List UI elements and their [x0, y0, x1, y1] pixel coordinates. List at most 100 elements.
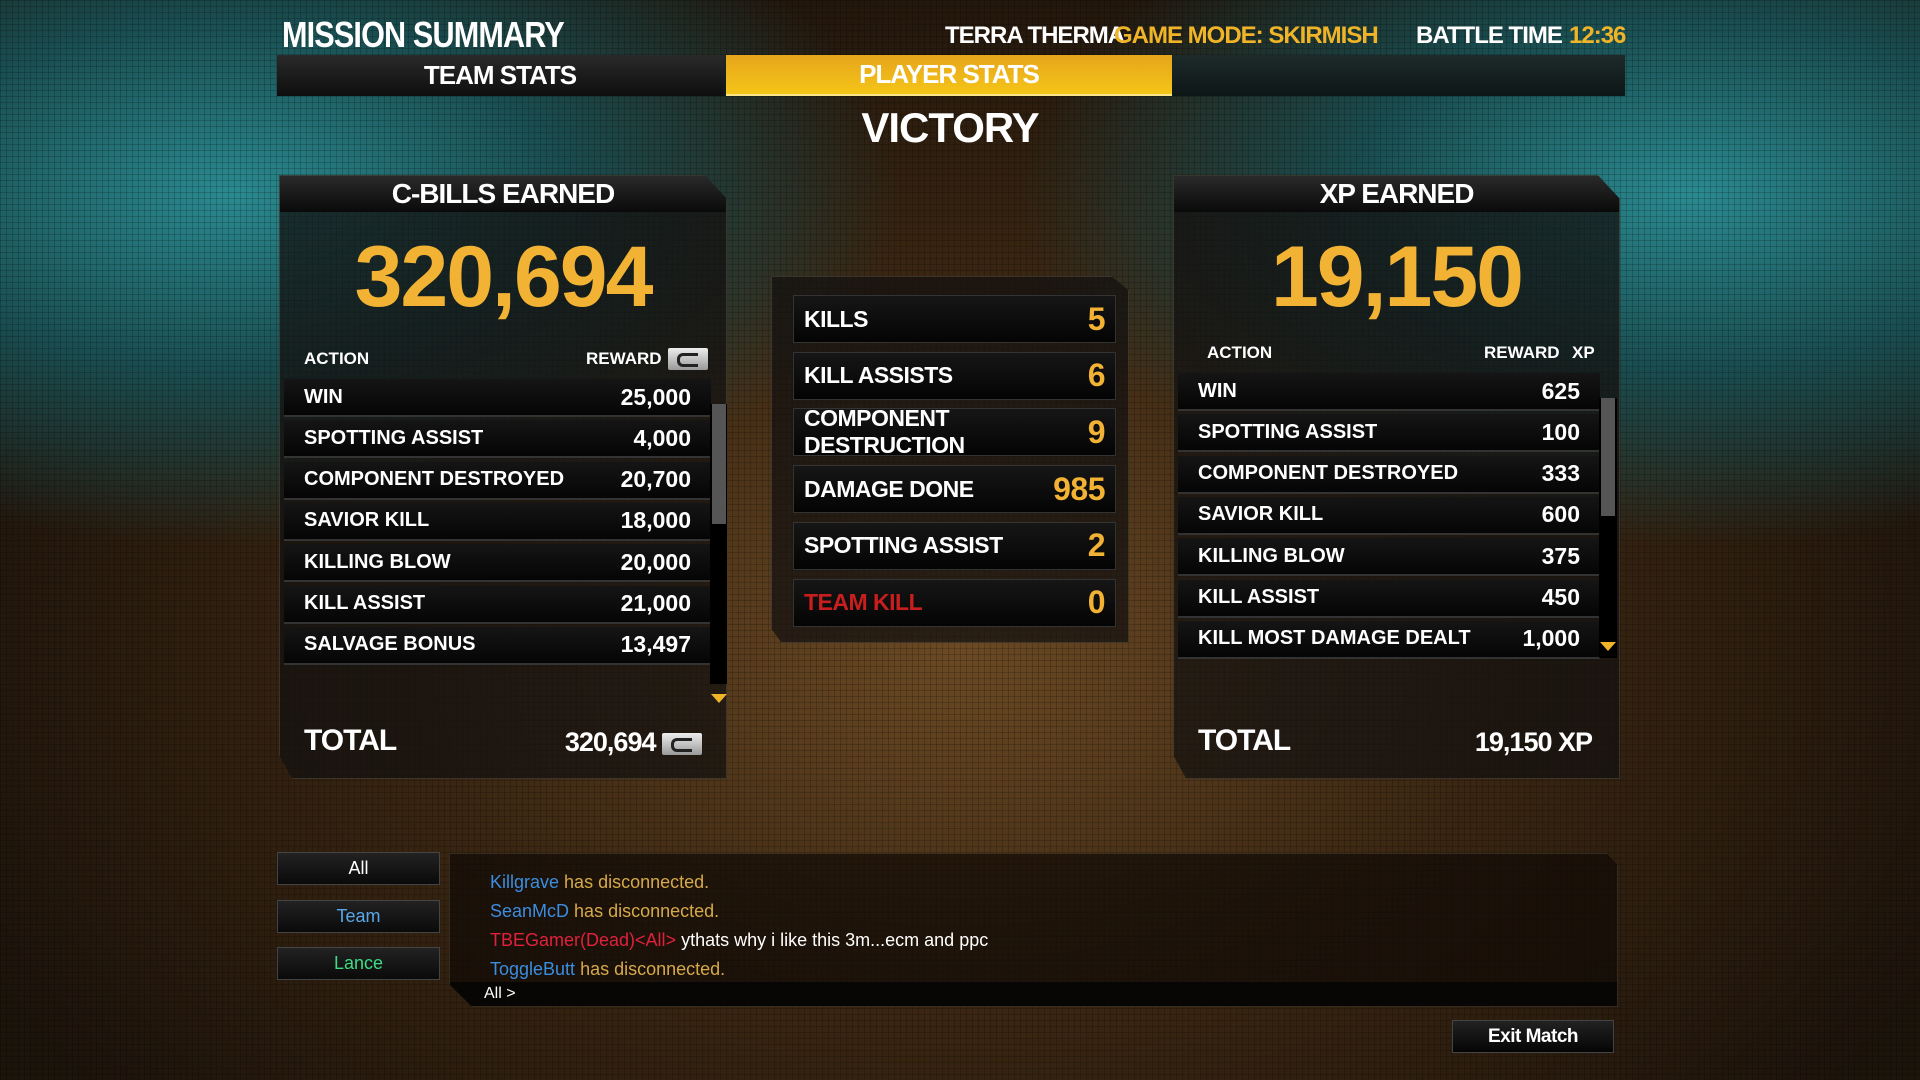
chat-sender[interactable]: TBEGamer(Dead)<All>: [490, 930, 677, 950]
row-value: 600: [1541, 501, 1580, 528]
map-name: TERRA THERMA: [945, 22, 1125, 49]
xp-scrollbar[interactable]: [1599, 398, 1617, 658]
row-value: 20,000: [620, 548, 691, 575]
battle-time-label: BATTLE TIME: [1416, 22, 1563, 49]
chat-message: Killgrave has disconnected.: [490, 872, 709, 893]
table-row: SPOTTING ASSIST 100: [1178, 414, 1600, 453]
xp-title: XP EARNED: [1174, 176, 1619, 212]
scroll-down-arrow-icon[interactable]: [1600, 642, 1616, 651]
col-xp: XP: [1572, 343, 1595, 362]
stat-row: TEAM KILL 0: [793, 578, 1116, 627]
chat-channel-all[interactable]: All: [277, 852, 440, 885]
xp-panel: XP EARNED 19,150 ACTION REWARD XP WIN 625…: [1173, 175, 1620, 779]
stat-value: 5: [1087, 300, 1106, 337]
page-title: MISSION SUMMARY: [282, 14, 565, 55]
table-row: WIN 25,000: [284, 379, 711, 417]
stat-row: COMPONENT DESTRUCTION 9: [793, 405, 1116, 459]
table-row: WIN 625: [1178, 373, 1600, 411]
row-action: KILL MOST DAMAGE DEALT: [1198, 627, 1471, 650]
stat-row: DAMAGE DONE 985: [793, 465, 1116, 514]
stat-label: SPOTTING ASSIST: [804, 532, 1003, 559]
row-action: SPOTTING ASSIST: [304, 426, 484, 449]
chat-text: ythats why i like this 3m...ecm and ppc: [681, 930, 989, 950]
row-value: 100: [1541, 418, 1580, 445]
xp-total-label: TOTAL: [1198, 724, 1291, 757]
stat-row: SPOTTING ASSIST 2: [793, 521, 1116, 570]
row-value: 21,000: [620, 590, 691, 616]
tab-team-stats[interactable]: TEAM STATS: [277, 55, 723, 96]
battle-time: 12:36: [1569, 22, 1626, 49]
match-result: VICTORY: [861, 104, 1039, 151]
stat-value: 2: [1087, 527, 1106, 564]
scroll-thumb[interactable]: [712, 404, 726, 524]
table-row: SALVAGE BONUS 13,497: [284, 626, 711, 665]
tab-bar: TEAM STATS PLAYER STATS: [277, 55, 1625, 96]
xp-total: 19,150 XP: [1474, 727, 1593, 757]
row-value: 4,000: [633, 424, 691, 451]
game-mode: GAME MODE: SKIRMISH: [1114, 22, 1379, 49]
chat-sender[interactable]: ToggleButt: [490, 959, 576, 979]
chat-channel-lance[interactable]: Lance: [277, 947, 440, 980]
table-row: SPOTTING ASSIST 4,000: [284, 420, 711, 459]
cbills-scrollbar[interactable]: [710, 404, 727, 684]
row-value: 450: [1541, 584, 1580, 610]
chat-channel-team[interactable]: Team: [277, 899, 440, 933]
row-action: WIN: [304, 385, 343, 408]
stat-value: 6: [1087, 357, 1106, 394]
table-row: KILLING BLOW 375: [1178, 538, 1600, 577]
chat-input[interactable]: All >: [450, 982, 1617, 1006]
row-value: 625: [1541, 377, 1580, 404]
row-value: 333: [1541, 460, 1580, 487]
scroll-thumb[interactable]: [1601, 398, 1615, 516]
table-row: KILL MOST DAMAGE DEALT 1,000: [1178, 620, 1600, 659]
row-action: KILLING BLOW: [304, 550, 451, 573]
scroll-down-arrow-icon[interactable]: [711, 694, 727, 703]
cbills-total: 320,694: [564, 727, 657, 757]
cbills-total-label: TOTAL: [304, 724, 397, 757]
chat-text: has disconnected.: [574, 901, 720, 921]
row-value: 375: [1541, 542, 1580, 569]
exit-match-button[interactable]: Exit Match: [1452, 1020, 1614, 1053]
stat-label: KILL ASSISTS: [804, 362, 953, 389]
row-value: 1,000: [1522, 625, 1580, 652]
stat-label: COMPONENT DESTRUCTION: [804, 405, 965, 459]
row-action: SALVAGE BONUS: [304, 633, 476, 656]
row-action: KILLING BLOW: [1198, 544, 1345, 567]
tab-player-stats[interactable]: PLAYER STATS: [726, 55, 1172, 96]
stat-label: KILLS: [804, 305, 868, 332]
table-row: SAVIOR KILL 18,000: [284, 502, 711, 541]
col-reward: REWARD: [586, 349, 662, 368]
cbills-title: C-BILLS EARNED: [280, 176, 726, 212]
table-row: COMPONENT DESTROYED 20,700: [284, 461, 711, 500]
chat-sender[interactable]: SeanMcD: [490, 901, 570, 921]
col-action: ACTION: [304, 349, 370, 368]
stat-value: 985: [1053, 470, 1105, 507]
col-action: ACTION: [1207, 343, 1273, 362]
player-stats-panel: KILLS 5 KILL ASSISTS 6 COMPONENT DESTRUCTION…: [771, 276, 1129, 643]
row-action: COMPONENT DESTROYED: [1198, 462, 1459, 485]
stat-row: KILLS 5: [793, 295, 1116, 343]
c-bill-icon: [662, 732, 702, 755]
stat-value: 9: [1087, 413, 1106, 450]
stat-label: DAMAGE DONE: [804, 475, 974, 502]
row-action: KILL ASSIST: [304, 592, 426, 614]
row-value: 20,700: [620, 466, 691, 493]
stat-row: KILL ASSISTS 6: [793, 351, 1116, 400]
table-row: COMPONENT DESTROYED 333: [1178, 455, 1600, 494]
cbills-panel: C-BILLS EARNED 320,694 ACTION REWARD WIN…: [279, 175, 727, 779]
stat-label: TEAM KILL: [804, 589, 923, 615]
row-value: 13,497: [620, 631, 691, 658]
xp-amount: 19,150: [1270, 229, 1524, 325]
chat-message: TBEGamer(Dead)<All> ythats why i like th…: [490, 930, 988, 951]
cbills-amount: 320,694: [354, 229, 654, 325]
chat-message: SeanMcD has disconnected.: [490, 901, 719, 922]
row-value: 18,000: [620, 507, 691, 534]
row-action: SAVIOR KILL: [304, 509, 430, 532]
stat-value: 0: [1087, 584, 1106, 620]
chat-message: ToggleButt has disconnected.: [490, 959, 725, 980]
row-action: COMPONENT DESTROYED: [304, 468, 565, 491]
chat-text: has disconnected.: [580, 959, 726, 979]
row-action: WIN: [1198, 379, 1237, 402]
chat-sender[interactable]: Killgrave: [490, 872, 560, 892]
table-row: KILLING BLOW 20,000: [284, 544, 711, 583]
